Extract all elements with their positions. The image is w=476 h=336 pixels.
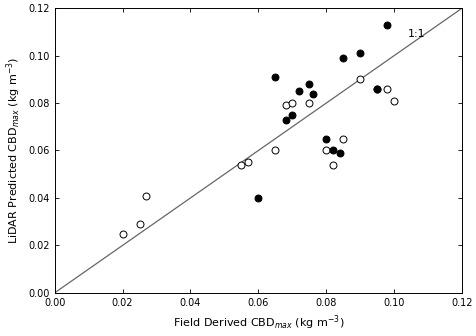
Point (244, 160, 251, 165)
Point (322, 136, 329, 141)
Point (119, 231, 126, 236)
Point (389, 98, 397, 103)
Point (356, 77, 363, 82)
Point (305, 81, 312, 87)
Point (328, 162, 336, 167)
Point (308, 91, 316, 96)
Point (305, 100, 312, 106)
Point (322, 148, 329, 153)
Point (271, 74, 278, 80)
Point (281, 117, 289, 122)
Y-axis label: LiDAR Predicted CBD$_{max}$ (kg m$^{-3}$): LiDAR Predicted CBD$_{max}$ (kg m$^{-3}$… (4, 57, 23, 244)
Point (373, 86, 380, 91)
Point (281, 103, 289, 108)
Point (383, 22, 390, 28)
Point (271, 148, 278, 153)
Point (339, 136, 347, 141)
Point (383, 86, 390, 91)
Point (356, 50, 363, 56)
Point (336, 150, 343, 156)
Point (295, 88, 302, 94)
X-axis label: Field Derived CBD$_{max}$ (kg m$^{-3}$): Field Derived CBD$_{max}$ (kg m$^{-3}$) (172, 313, 343, 332)
Point (142, 193, 150, 198)
Point (328, 148, 336, 153)
Text: 1:1: 1:1 (407, 29, 425, 39)
Point (136, 221, 143, 227)
Point (373, 86, 380, 91)
Point (339, 55, 347, 61)
Point (254, 195, 262, 201)
Point (237, 162, 245, 167)
Point (288, 112, 296, 118)
Point (288, 100, 296, 106)
